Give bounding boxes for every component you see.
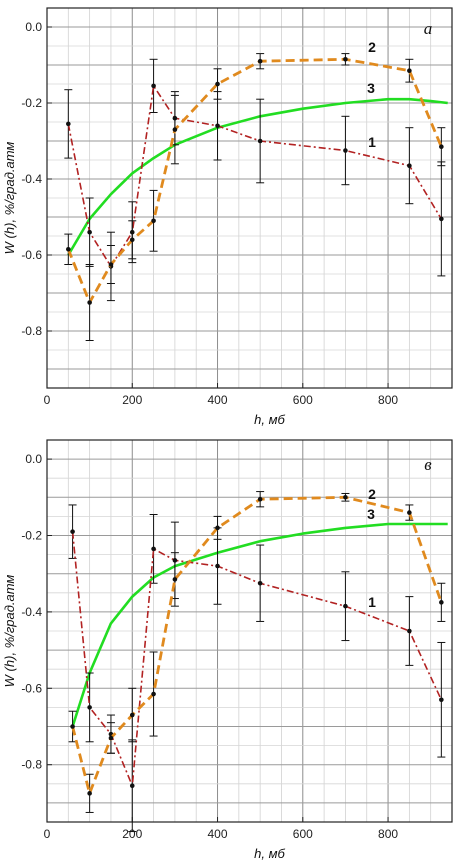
data-point	[87, 229, 92, 235]
y-tick-label: 0.0	[25, 452, 42, 466]
series-line-1	[71, 531, 443, 787]
data-point	[257, 58, 263, 64]
data-point	[407, 510, 412, 515]
data-point	[172, 577, 178, 582]
data-point	[172, 127, 178, 132]
x-tick-label: 200	[122, 393, 142, 407]
data-point	[70, 724, 75, 729]
data-point	[215, 123, 220, 129]
data-point	[407, 163, 412, 168]
data-point	[215, 563, 220, 569]
series-3	[71, 522, 448, 727]
data-point	[439, 144, 444, 149]
data-point	[87, 791, 92, 796]
data-point	[87, 705, 92, 710]
y-tick-label: -0.4	[21, 172, 42, 186]
x-tick-label: 200	[122, 827, 142, 841]
series-label-3: 3	[367, 506, 375, 522]
data-point	[151, 546, 156, 552]
data-point	[257, 580, 263, 586]
y-tick-label: -0.6	[21, 681, 42, 695]
series-line-3	[71, 522, 448, 727]
data-point	[66, 121, 71, 127]
chart-panel-1: 0 200 400 600 800 0.0 -0.2 -0.4 -0.6 -0.8 h, мб W (…	[2, 7, 453, 427]
data-point	[343, 148, 348, 153]
data-point	[407, 628, 412, 634]
series-line-1	[67, 85, 442, 268]
series-3	[67, 97, 448, 256]
data-point	[257, 138, 263, 144]
series-label-1: 1	[368, 134, 376, 150]
x-tick-label: 800	[378, 827, 398, 841]
x-tick-label: 600	[293, 393, 313, 407]
data-point	[343, 495, 348, 500]
plot-frame	[46, 7, 453, 389]
data-point	[215, 525, 220, 531]
data-point	[151, 691, 156, 697]
y-tick-label: -0.2	[21, 529, 42, 543]
data-point	[439, 600, 444, 605]
data-point	[70, 529, 75, 534]
data-point	[257, 496, 263, 502]
y-tick-label: -0.8	[21, 758, 42, 772]
data-point	[151, 218, 156, 224]
data-point	[439, 697, 444, 703]
y-tick-label: -0.6	[21, 248, 42, 262]
data-point	[129, 237, 135, 243]
x-tick-label: 600	[293, 827, 313, 841]
series-label-2: 2	[368, 39, 376, 55]
series-2	[68, 491, 446, 813]
data-point	[108, 262, 114, 267]
series-1	[68, 504, 446, 833]
chart-panel-2: 0 200 400 600 800 0.0 -0.2 -0.4 -0.6 -0.8 h, мб W (…	[2, 439, 453, 861]
x-axis-label: h, мб	[254, 412, 285, 427]
x-tick-label: 400	[208, 393, 228, 407]
y-axis-label: W (h), %/град.атм	[2, 575, 17, 688]
x-axis-label: h, мб	[254, 846, 285, 861]
data-point	[215, 81, 220, 87]
y-axis-label: W (h), %/град.атм	[2, 142, 17, 255]
y-tick-label: -0.8	[21, 324, 42, 338]
data-point	[407, 68, 412, 73]
panel-label: а	[424, 19, 433, 38]
series-label-3: 3	[367, 80, 375, 96]
series-label-1: 1	[368, 594, 376, 610]
data-point	[66, 247, 71, 252]
x-tick-label: 0	[44, 393, 51, 407]
plot-frame	[46, 439, 453, 823]
y-tick-label: -0.4	[21, 605, 42, 619]
data-point	[108, 735, 114, 741]
data-point	[439, 216, 444, 222]
x-tick-label: 400	[208, 827, 228, 841]
panel-label: в	[424, 455, 432, 474]
series-line-3	[67, 97, 448, 256]
data-point	[343, 603, 348, 609]
series-label-2: 2	[368, 486, 376, 502]
y-tick-label: -0.2	[21, 96, 42, 110]
data-point	[343, 57, 348, 62]
data-point	[151, 83, 156, 89]
x-tick-label: 0	[44, 827, 51, 841]
data-point	[87, 300, 92, 305]
data-point	[129, 712, 135, 718]
x-tick-label: 800	[378, 393, 398, 407]
data-point	[129, 783, 135, 789]
y-tick-label: 0.0	[25, 20, 42, 34]
series-2	[64, 53, 446, 341]
